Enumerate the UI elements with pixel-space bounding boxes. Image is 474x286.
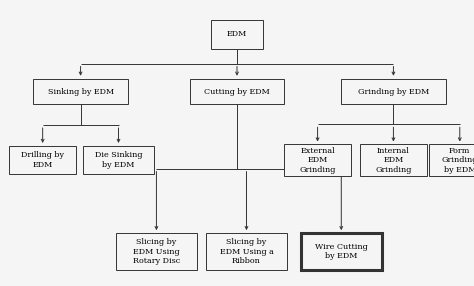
Text: Internal
EDM
Grinding: Internal EDM Grinding [375, 147, 411, 174]
Text: External
EDM
Grinding: External EDM Grinding [300, 147, 336, 174]
FancyBboxPatch shape [429, 144, 474, 176]
Text: Grinding by EDM: Grinding by EDM [358, 88, 429, 96]
FancyBboxPatch shape [360, 144, 427, 176]
FancyBboxPatch shape [116, 233, 197, 270]
FancyBboxPatch shape [301, 233, 382, 270]
FancyBboxPatch shape [9, 146, 76, 174]
FancyBboxPatch shape [83, 146, 154, 174]
Text: Die Sinking
by EDM: Die Sinking by EDM [95, 151, 142, 169]
FancyBboxPatch shape [33, 79, 128, 104]
FancyBboxPatch shape [206, 233, 287, 270]
Text: EDM: EDM [227, 30, 247, 38]
Text: Slicing by
EDM Using a
Ribbon: Slicing by EDM Using a Ribbon [219, 238, 273, 265]
Text: Sinking by EDM: Sinking by EDM [47, 88, 114, 96]
Text: Drilling by
EDM: Drilling by EDM [21, 151, 64, 169]
FancyBboxPatch shape [341, 79, 446, 104]
FancyBboxPatch shape [284, 144, 351, 176]
Text: Wire Cutting
by EDM: Wire Cutting by EDM [315, 243, 368, 261]
FancyBboxPatch shape [211, 20, 263, 49]
Text: Cutting by EDM: Cutting by EDM [204, 88, 270, 96]
Text: Form
Grinding
by EDM: Form Grinding by EDM [442, 147, 474, 174]
Text: Slicing by
EDM Using
Rotary Disc: Slicing by EDM Using Rotary Disc [133, 238, 180, 265]
FancyBboxPatch shape [190, 79, 284, 104]
